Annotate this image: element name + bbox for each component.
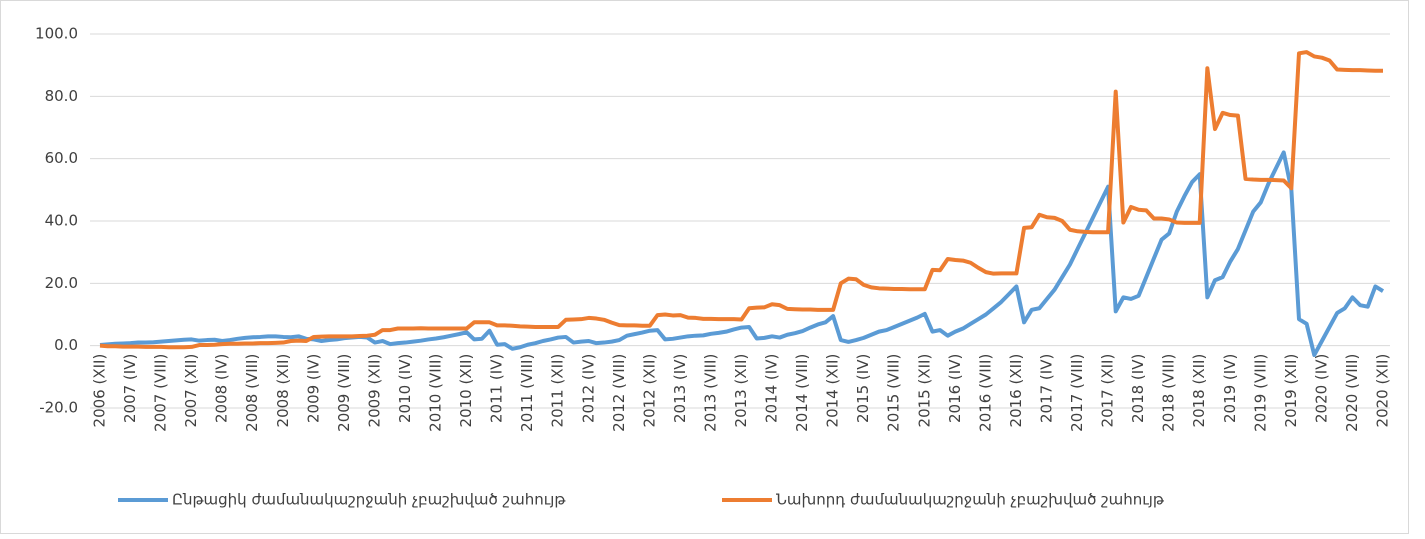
x-tick-label: 2006 (XII) <box>91 354 109 428</box>
line-series <box>99 50 1383 350</box>
x-tick-label: 2016 (XII) <box>1007 354 1025 428</box>
legend-label: Նախորդ ժամանակաշրջանի չբաշխված շահույթ <box>776 491 1165 509</box>
chart-border <box>0 0 1409 534</box>
x-tick-label: 2011 (XII) <box>549 354 567 428</box>
x-tick-label: 2019 (VIII) <box>1251 354 1269 432</box>
x-tick-label: 2008 (IV) <box>213 354 231 423</box>
x-tick-label: 2007 (VIII) <box>152 354 170 432</box>
x-tick-label: 2013 (IV) <box>671 354 689 423</box>
x-tick-label: 2012 (XII) <box>640 354 658 428</box>
x-tick-label: 2020 (IV) <box>1312 354 1330 423</box>
x-tick-label: 2010 (IV) <box>396 354 414 423</box>
x-tick-label: 2009 (IV) <box>304 354 322 423</box>
x-tick-label: 2009 (VIII) <box>335 354 353 432</box>
x-tick-label: 2012 (VIII) <box>610 354 628 432</box>
x-tick-label: 2011 (VIII) <box>518 354 536 432</box>
x-tick-label: 2018 (XII) <box>1190 354 1208 428</box>
y-tick-label: -20.0 <box>39 399 78 417</box>
x-tick-label: 2007 (XII) <box>182 354 200 428</box>
x-tick-label: 2018 (VIII) <box>1160 354 1178 432</box>
x-tick-label: 2016 (IV) <box>946 354 964 423</box>
x-tick-label: 2014 (XII) <box>824 354 842 428</box>
x-tick-label: 2020 (XII) <box>1374 354 1392 428</box>
x-tick-label: 2009 (XII) <box>365 354 383 428</box>
x-tick-label: 2017 (IV) <box>1037 354 1055 423</box>
x-tick-label: 2016 (VIII) <box>976 354 994 432</box>
x-tick-label: 2019 (XII) <box>1282 354 1300 428</box>
x-tick-label: 2010 (XII) <box>457 354 475 428</box>
x-tick-label: 2008 (VIII) <box>243 354 261 432</box>
y-tick-label: 100.0 <box>35 25 78 43</box>
x-tick-label: 2020 (VIII) <box>1343 354 1361 432</box>
x-tick-label: 2015 (XII) <box>915 354 933 428</box>
x-tick-label: 2017 (XII) <box>1099 354 1117 428</box>
legend-label: Ընթացիկ ժամանակաշրջանի չբաշխված շահույթ <box>172 491 566 509</box>
x-tick-label: 2013 (VIII) <box>701 354 719 432</box>
x-tick-label: 2017 (VIII) <box>1068 354 1086 432</box>
line-series <box>99 150 1385 358</box>
x-tick-label: 2013 (XII) <box>732 354 750 428</box>
x-tick-label: 2008 (XII) <box>274 354 292 428</box>
x-tick-label: 2011 (IV) <box>488 354 506 423</box>
x-tick-label: 2007 (IV) <box>121 354 139 423</box>
x-tick-label: 2014 (VIII) <box>793 354 811 432</box>
y-tick-label: 60.0 <box>45 149 78 167</box>
x-tick-label: 2010 (VIII) <box>427 354 445 432</box>
x-tick-label: 2014 (IV) <box>763 354 781 423</box>
x-tick-label: 2015 (VIII) <box>885 354 903 432</box>
y-tick-label: 80.0 <box>45 87 78 105</box>
y-tick-label: 40.0 <box>45 212 78 230</box>
y-tick-label: 20.0 <box>45 274 78 292</box>
y-tick-label: 0.0 <box>54 336 78 354</box>
x-tick-label: 2018 (IV) <box>1129 354 1147 423</box>
x-tick-label: 2015 (IV) <box>854 354 872 423</box>
x-tick-label: 2019 (IV) <box>1221 354 1239 423</box>
x-tick-label: 2012 (IV) <box>579 354 597 423</box>
